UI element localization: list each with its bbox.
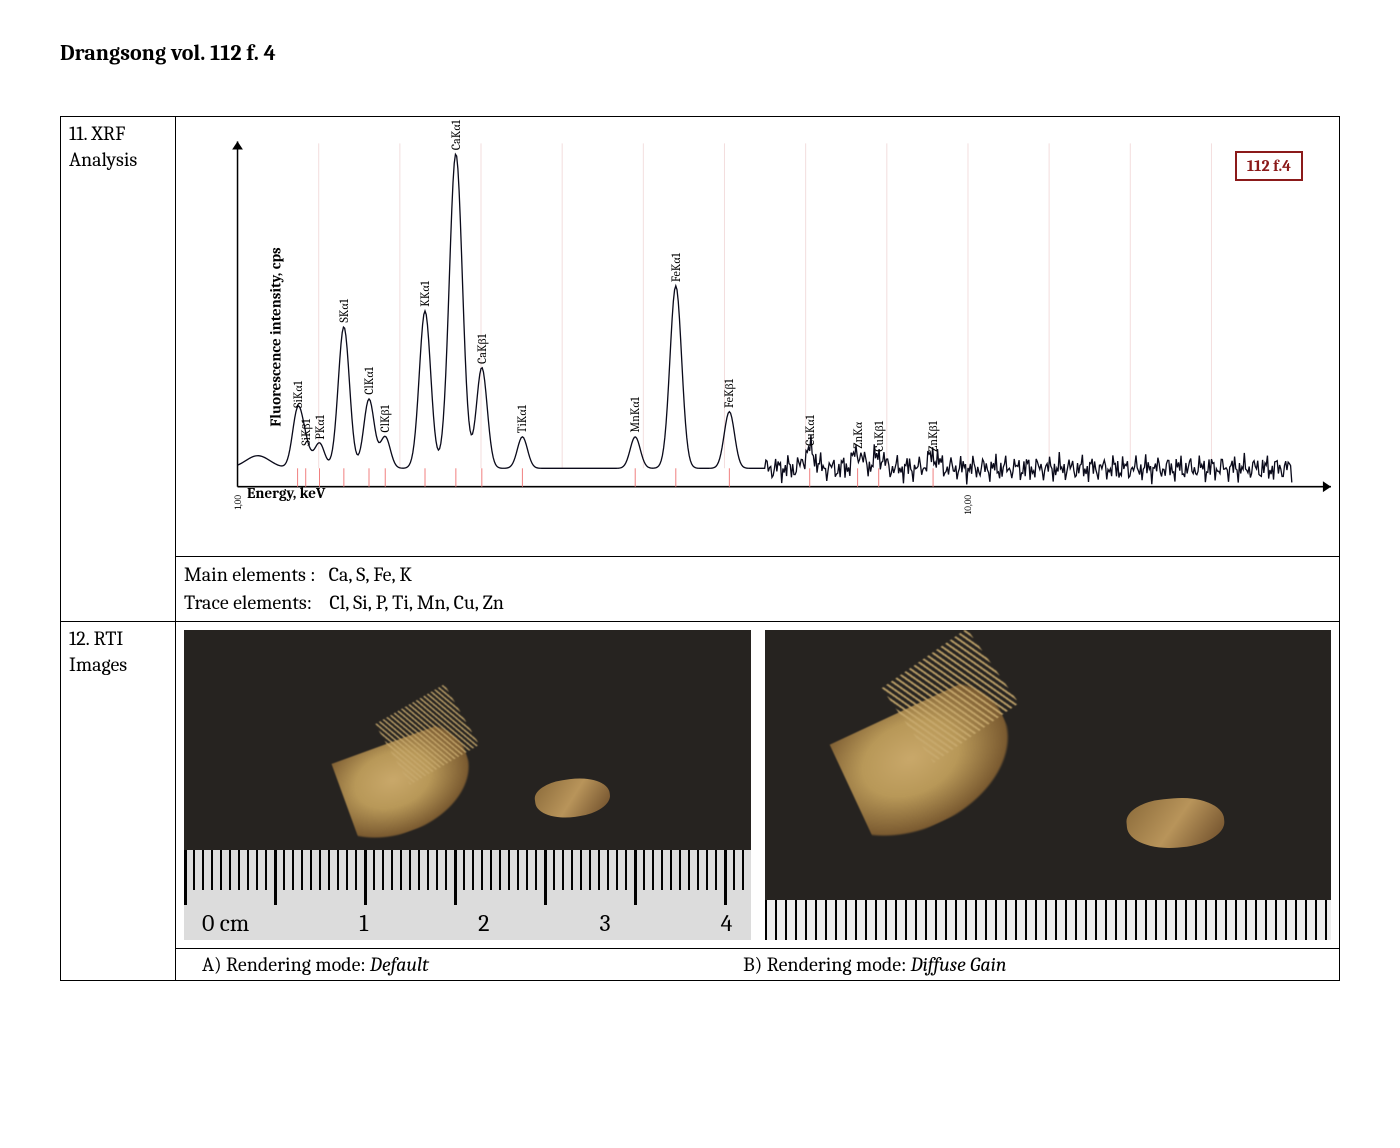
x-tick-min: 1,00 — [234, 495, 244, 509]
peak-label: MnKα1 — [628, 397, 643, 433]
caption-b-prefix: B) Rendering mode: — [743, 953, 906, 976]
xrf-chart: Fluorescence intensity, cps Energy, keV … — [182, 123, 1333, 550]
trace-elements-value: Cl, Si, P, Ti, Mn, Cu, Zn — [329, 591, 504, 614]
rti-image-b — [765, 630, 1332, 940]
specimen-fibrous — [331, 719, 484, 848]
elements-summary: Main elements : Ca, S, Fe, K Trace eleme… — [176, 557, 1340, 622]
specimen-pod — [1125, 794, 1226, 852]
specimen-fibrous — [830, 673, 1033, 850]
peak-label: CuKα1 — [803, 415, 818, 446]
peak-label: ZnKβ1 — [926, 421, 941, 452]
caption-a-mode: Default — [370, 953, 429, 976]
peak-label: SiKα1 — [291, 381, 306, 408]
ruler-label: 2 — [478, 909, 489, 937]
peak-label: CuKβ1 — [872, 421, 887, 452]
peak-label: ClKβ1 — [378, 405, 393, 433]
peak-label: PKα1 — [313, 415, 328, 440]
peak-label: FeKβ1 — [722, 379, 737, 408]
y-axis-label: Fluorescence intensity, cps — [267, 247, 285, 426]
peak-label: SKα1 — [337, 299, 352, 323]
row-xrf-label: 11. XRF Analysis — [61, 117, 176, 622]
caption-b-mode: Diffuse Gain — [911, 953, 1007, 976]
ruler-label: 3 — [600, 909, 611, 937]
rti-images-cell: 0 cm 1 2 3 4 — [176, 622, 1340, 949]
ruler-label: 1 — [359, 909, 368, 937]
xrf-chart-cell: Fluorescence intensity, cps Energy, keV … — [176, 117, 1340, 557]
x-axis-label: Energy, keV — [247, 484, 325, 502]
xrf-spectrum-svg — [182, 123, 1333, 550]
ruler-a: 0 cm 1 2 3 4 — [184, 850, 751, 940]
main-elements-value: Ca, S, Fe, K — [329, 563, 412, 586]
rti-captions: A) Rendering mode: Default B) Rendering … — [176, 949, 1340, 981]
specimen-pod — [533, 774, 613, 822]
peak-label: CaKβ1 — [475, 334, 490, 364]
row-rti-label: 12. RTI Images — [61, 622, 176, 981]
peak-label: CaKα1 — [449, 120, 464, 150]
peak-label: TiKα1 — [515, 405, 530, 433]
peak-label: SiKβ1 — [299, 419, 314, 446]
rti-image-a: 0 cm 1 2 3 4 — [184, 630, 751, 940]
analysis-table: 11. XRF Analysis Fluorescence intensity,… — [60, 116, 1340, 981]
trace-elements-label: Trace elements: — [184, 591, 312, 614]
peak-label: ZnKα — [851, 422, 866, 449]
peak-label: KKα1 — [418, 281, 433, 307]
x-tick-max: 10,00 — [964, 495, 974, 514]
ruler-label: 0 cm — [202, 909, 249, 937]
peak-label: ClKα1 — [362, 367, 377, 395]
ruler-b — [765, 900, 1332, 940]
ruler-label: 4 — [721, 909, 733, 937]
caption-a-prefix: A) Rendering mode: — [202, 953, 365, 976]
chart-badge: 112 f.4 — [1235, 151, 1303, 181]
peak-label: FeKα1 — [669, 253, 684, 282]
main-elements-label: Main elements : — [184, 563, 315, 586]
page-title: Drangsong vol. 112 f. 4 — [60, 40, 1340, 66]
ruler-a-labels: 0 cm 1 2 3 4 — [184, 909, 751, 937]
